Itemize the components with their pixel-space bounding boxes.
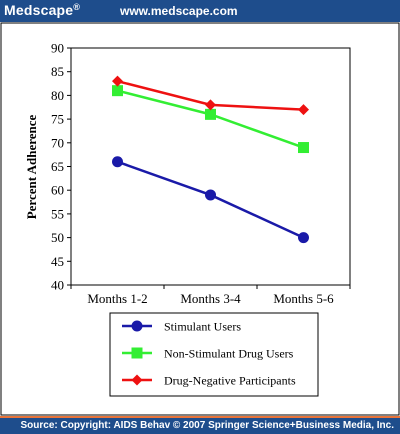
plot-area [70, 47, 351, 286]
legend-swatch-marker [131, 320, 143, 332]
data-point [298, 142, 309, 154]
data-point [112, 75, 123, 87]
data-point [298, 104, 309, 116]
data-point [112, 85, 123, 97]
legend-label: Drug-Negative Participants [164, 374, 296, 388]
y-tick-label: 75 [51, 112, 64, 127]
y-tick-label: 40 [51, 278, 64, 293]
x-tick-label: Months 5-6 [273, 291, 334, 306]
series-layer [112, 75, 309, 244]
x-tick-label: Months 1-2 [87, 291, 147, 306]
y-tick-label: 60 [51, 183, 64, 198]
x-tick-label: Months 3-4 [180, 291, 241, 306]
legend-swatch-marker [131, 347, 143, 359]
medscape-logo[interactable]: Medscape® [4, 2, 81, 18]
legend-swatch-marker [131, 374, 143, 386]
footer-bar: Source: Copyright: AIDS Behav © 2007 Spr… [0, 416, 400, 434]
data-point [298, 232, 309, 244]
legend: Stimulant Users Non-Stimulant Drug Users D… [122, 320, 296, 388]
y-tick-label: 80 [51, 88, 64, 103]
y-tick-label: 50 [51, 230, 64, 245]
data-point [205, 189, 216, 201]
y-tick-label: 65 [51, 159, 64, 174]
site-url-link[interactable]: www.medscape.com [120, 4, 238, 18]
legend-label: Stimulant Users [164, 320, 241, 334]
y-axis: 40 45 50 55 60 65 70 75 80 85 90 [51, 41, 71, 293]
data-point [205, 108, 216, 120]
y-axis-title: Percent Adherence [24, 114, 39, 219]
y-tick-label: 55 [51, 206, 64, 221]
data-point [112, 156, 123, 168]
header-bar: Medscape® www.medscape.com [0, 0, 400, 22]
y-tick-label: 45 [51, 254, 64, 269]
y-tick-label: 90 [51, 41, 64, 56]
data-point [205, 99, 216, 111]
y-tick-label: 70 [51, 135, 64, 150]
source-caption: Source: Copyright: AIDS Behav © 2007 Spr… [20, 420, 394, 431]
y-tick-label: 85 [51, 64, 64, 79]
x-axis: Months 1-2 Months 3-4 Months 5-6 [70, 285, 351, 306]
legend-label: Non-Stimulant Drug Users [164, 347, 294, 361]
